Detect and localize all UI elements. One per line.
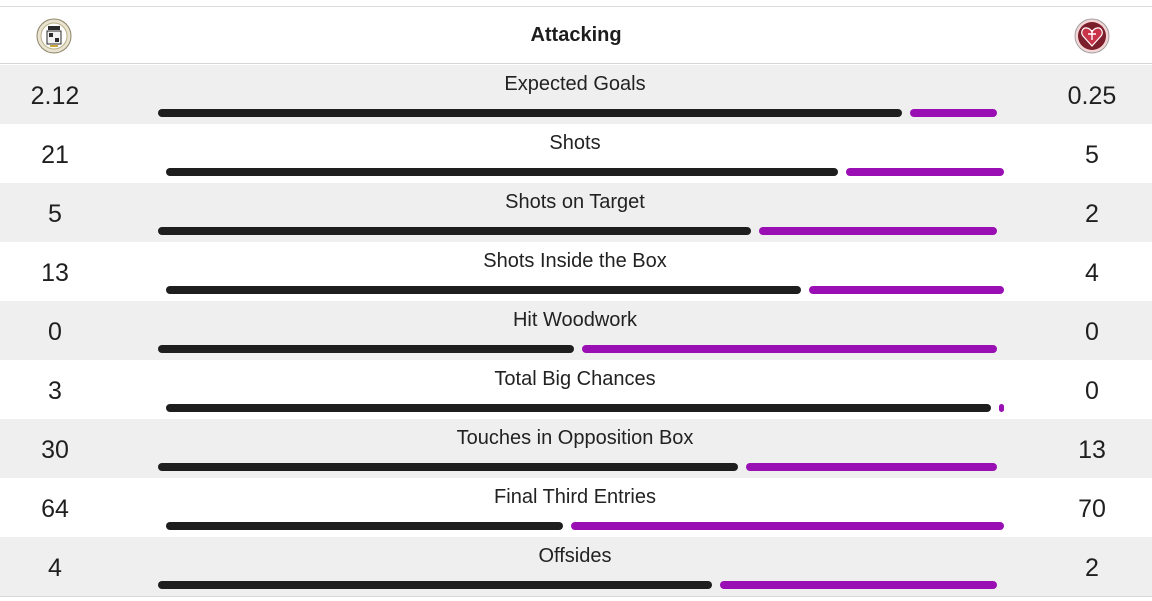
stat-row: 4 Offsides 2 [0,537,1152,596]
stats-list: 2.12 Expected Goals 0.25 21 Shots 5 5 Shots on … [0,65,1152,596]
home-share-bar [158,345,574,353]
home-share-bar [158,227,751,235]
away-share-bar [720,581,997,589]
stat-label: Shots on Target [505,191,645,213]
away-share-bar [582,345,997,353]
home-team-crest-icon[interactable] [36,18,72,54]
stat-label: Shots [549,132,601,154]
away-value: 70 [1078,495,1106,523]
home-value: 5 [48,200,62,228]
away-value: 5 [1085,141,1099,169]
home-value: 2.12 [30,82,80,110]
home-value: 4 [48,554,62,582]
stat-label: Touches in Opposition Box [456,427,694,449]
stat-row: 13 Shots Inside the Box 4 [0,242,1152,301]
home-share-bar [166,286,801,294]
stat-row: 0 Hit Woodwork 0 [0,301,1152,360]
home-share-bar [158,463,738,471]
stat-row: 30 Touches in Opposition Box 13 [0,419,1152,478]
home-value: 13 [41,259,69,287]
section-title: Attacking [530,24,622,46]
bottom-divider [0,596,1152,597]
away-value: 2 [1085,200,1099,228]
away-value: 0 [1085,377,1099,405]
away-team-crest-icon[interactable] [1074,18,1110,54]
stat-row: 3 Total Big Chances 0 [0,360,1152,419]
stat-label: Total Big Chances [494,368,656,390]
home-share-bar [158,581,712,589]
away-share-bar [746,463,997,471]
away-share-bar [846,168,1004,176]
home-share-bar [166,522,563,530]
home-value: 3 [48,377,62,405]
away-value: 4 [1085,259,1099,287]
away-share-bar [809,286,1004,294]
home-value: 64 [41,495,69,523]
stat-row: 64 Final Third Entries 70 [0,478,1152,537]
away-value: 13 [1078,436,1106,464]
stat-label: Expected Goals [504,73,646,95]
stat-row: 5 Shots on Target 2 [0,183,1152,242]
away-share-bar [571,522,1004,530]
home-value: 21 [41,141,69,169]
stat-row: 2.12 Expected Goals 0.25 [0,65,1152,124]
home-share-bar [158,109,902,117]
away-value: 0 [1085,318,1099,346]
stat-label: Shots Inside the Box [483,250,667,272]
home-value: 0 [48,318,62,346]
section-header: Attacking [0,6,1152,64]
home-share-bar [166,168,838,176]
home-share-bar [166,404,991,412]
stat-label: Final Third Entries [494,486,656,508]
away-value: 0.25 [1067,82,1117,110]
stat-label: Offsides [538,545,612,567]
home-value: 30 [41,436,69,464]
away-share-bar [759,227,997,235]
away-share-bar [910,109,997,117]
away-share-bar [999,404,1004,412]
stat-label: Hit Woodwork [512,309,638,331]
stat-row: 21 Shots 5 [0,124,1152,183]
away-value: 2 [1085,554,1099,582]
